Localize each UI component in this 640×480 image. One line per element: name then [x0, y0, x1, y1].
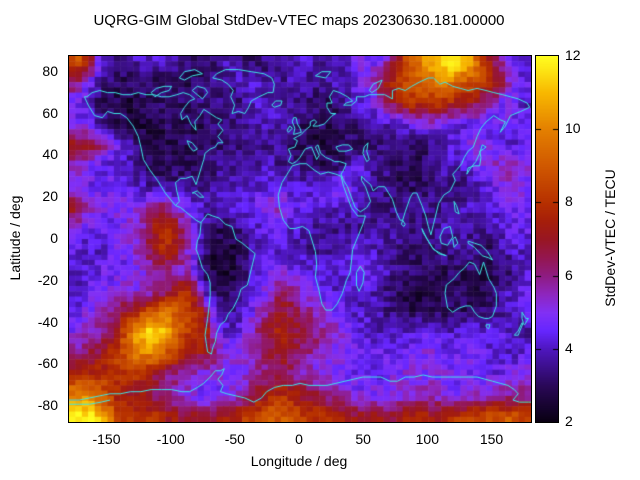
- y-tick-label: 60: [42, 104, 58, 121]
- x-tick-label: -50: [224, 431, 245, 447]
- colorbar-tick-label: 12: [565, 47, 581, 63]
- y-tick-label: -80: [37, 397, 58, 414]
- colorbar-tick-label: 6: [565, 266, 573, 283]
- colorbar-tick-label: 8: [565, 193, 573, 210]
- x-tick-label: 50: [355, 431, 371, 447]
- colorbar-tick-label: 10: [565, 120, 581, 137]
- y-tick-label: -40: [37, 313, 58, 330]
- y-tick-label: 40: [42, 146, 58, 163]
- y-tick-label: 80: [42, 62, 58, 79]
- heatmap-canvas: [68, 55, 532, 423]
- x-tick-label: 150: [479, 431, 504, 447]
- y-tick-label: -20: [37, 271, 58, 288]
- colorbar-tick-label: 4: [565, 339, 573, 356]
- x-tick-label: -150: [92, 431, 121, 447]
- y-tick-label: 20: [42, 188, 58, 205]
- colorbar-label: StdDev-VTEC / TECU: [602, 169, 618, 307]
- plot-title: UQRG-GIM Global StdDev-VTEC maps 2023063…: [93, 12, 505, 29]
- x-tick-label: 0: [295, 431, 303, 447]
- x-axis-label: Longitude / deg: [250, 453, 348, 469]
- x-tick-label: -100: [156, 431, 185, 447]
- colorbar-tick-label: 2: [565, 413, 573, 429]
- y-tick-label: 0: [50, 230, 58, 246]
- x-tick-label: 100: [415, 431, 439, 447]
- y-tick-label: -60: [37, 355, 58, 372]
- colorbar: [535, 55, 559, 423]
